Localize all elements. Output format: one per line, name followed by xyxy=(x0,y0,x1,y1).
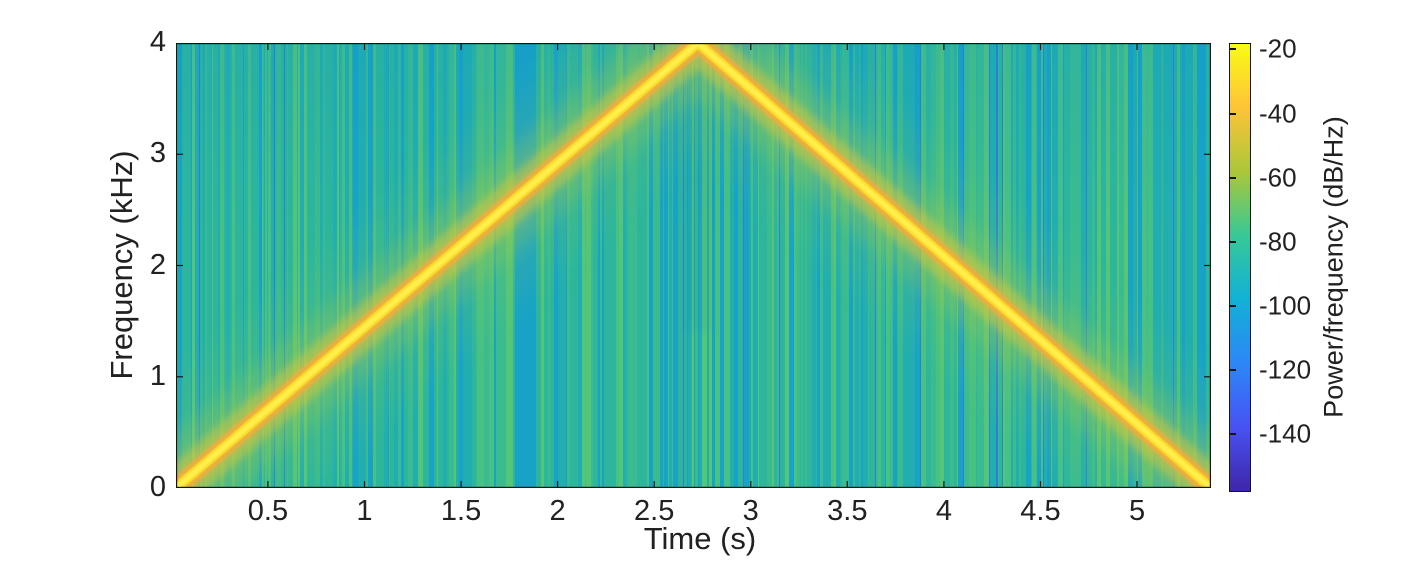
colorbar-tick-mark xyxy=(1230,176,1236,179)
x-tick-label: 3 xyxy=(742,495,759,527)
x-tick-label: 5 xyxy=(1128,495,1146,527)
y-tick-label: 2 xyxy=(149,248,166,281)
spectrogram-heatmap xyxy=(176,43,1211,488)
x-tick-label: 3.5 xyxy=(827,495,868,527)
y-tick-label: 0 xyxy=(149,471,166,504)
colorbar-tick-label: -100 xyxy=(1259,290,1312,321)
x-tick-label: 1.5 xyxy=(440,495,482,527)
colorbar-tick-mark xyxy=(1230,433,1236,436)
colorbar-tick-mark xyxy=(1230,240,1236,243)
colorbar-tick-mark xyxy=(1230,369,1236,372)
x-tick-label: 4.5 xyxy=(1020,495,1061,527)
colorbar-tick-label: -60 xyxy=(1259,162,1297,193)
colorbar-tick-label: -20 xyxy=(1259,34,1297,65)
x-axis-label: Time (s) xyxy=(643,521,757,556)
x-tick-label: 1 xyxy=(356,495,373,527)
x-tick-label: 0.5 xyxy=(247,495,289,527)
y-axis-label: Frequency (kHz) xyxy=(104,150,139,380)
x-tick-label: 2 xyxy=(549,495,566,527)
colorbar-label: Power/frequency (dB/Hz) xyxy=(1318,116,1349,418)
x-tick-label: 2.5 xyxy=(634,495,675,527)
colorbar-tick-label: -80 xyxy=(1259,226,1297,257)
colorbar-tick-label: -140 xyxy=(1259,418,1312,449)
colorbar xyxy=(1229,43,1251,492)
y-tick-label: 1 xyxy=(149,359,166,392)
y-tick-label: 4 xyxy=(149,26,166,59)
colorbar-tick-mark xyxy=(1230,112,1236,115)
colorbar-tick-mark xyxy=(1230,304,1236,307)
y-tick-label: 3 xyxy=(149,137,166,170)
colorbar-tick-label: -40 xyxy=(1259,98,1297,129)
colorbar-tick-label: -120 xyxy=(1259,354,1312,385)
colorbar-tick-mark xyxy=(1230,48,1236,51)
x-tick-label: 4 xyxy=(935,495,952,527)
